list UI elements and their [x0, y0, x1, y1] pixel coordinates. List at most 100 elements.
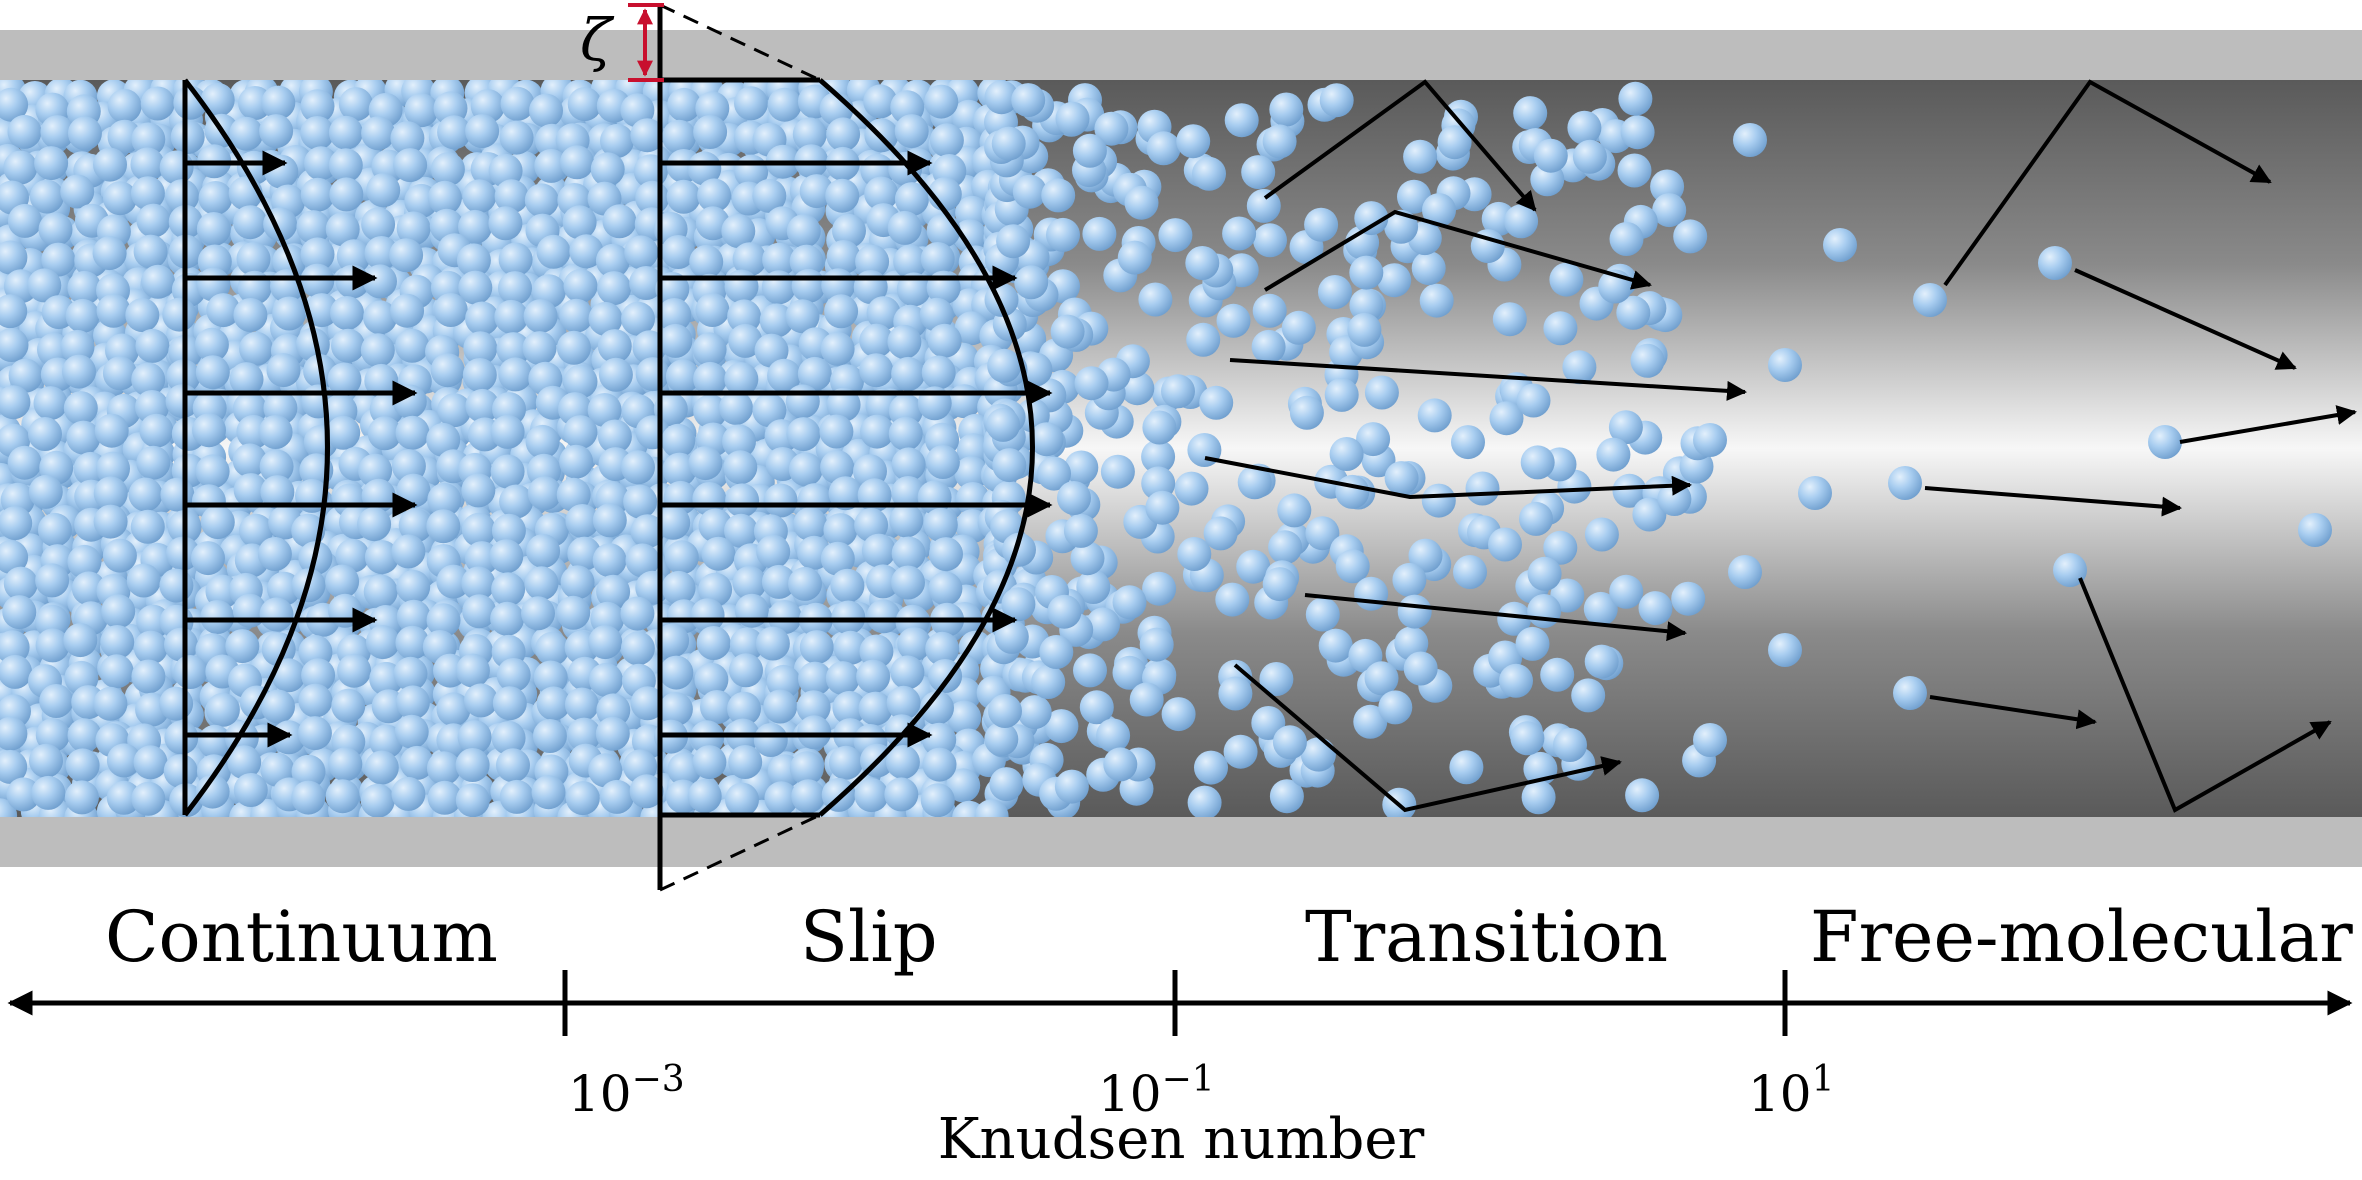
molecule: [101, 594, 136, 629]
molecule: [64, 780, 99, 815]
molecule: [2053, 553, 2087, 587]
molecule: [2038, 246, 2072, 280]
molecule: [330, 296, 364, 330]
slip-extrapolation-top: [659, 3, 821, 82]
molecule: [131, 122, 166, 157]
molecule: [785, 384, 820, 419]
molecule: [1246, 188, 1281, 223]
molecule: [136, 445, 171, 480]
molecule: [7, 114, 42, 149]
molecule: [360, 783, 395, 817]
molecule: [884, 777, 919, 812]
molecule: [499, 484, 534, 519]
molecule: [1129, 682, 1164, 717]
continuum-profile-curve: [183, 78, 330, 817]
molecule: [1630, 343, 1665, 378]
molecule: [785, 299, 820, 334]
molecule: [820, 541, 855, 576]
molecule: [559, 298, 594, 333]
molecule: [130, 147, 165, 182]
molecule: [259, 597, 294, 632]
molecule: [820, 331, 855, 366]
molecule: [1046, 217, 1080, 252]
molecule: [360, 333, 395, 368]
molecule: [0, 385, 31, 420]
molecule: [1094, 111, 1129, 146]
molecule: [2298, 513, 2332, 547]
molecule: [825, 178, 860, 213]
molecule: [721, 214, 756, 248]
molecule: [0, 798, 18, 817]
molecule: [994, 619, 1029, 654]
slip-length-symbol: ζ: [580, 6, 612, 74]
molecule: [291, 754, 326, 789]
molecule: [826, 387, 861, 422]
molecule: [1272, 725, 1307, 760]
molecule: [729, 627, 764, 662]
molecule: [455, 783, 490, 817]
molecule: [1377, 263, 1412, 298]
molecule: [338, 87, 373, 122]
molecule: [236, 150, 271, 185]
molecule: [556, 595, 591, 630]
molecule: [1194, 750, 1228, 785]
molecule: [337, 653, 372, 688]
molecule: [1253, 223, 1287, 258]
molecule: [667, 87, 702, 122]
molecule: [1768, 633, 1802, 667]
molecule: [499, 779, 534, 814]
molecule: [391, 534, 426, 569]
molecule: [1567, 110, 1602, 145]
molecule: [1403, 139, 1438, 174]
molecule: [28, 474, 63, 509]
molecule: [696, 626, 731, 660]
molecule: [819, 414, 854, 449]
molecule: [923, 507, 958, 542]
bottom-wall: [0, 817, 2362, 867]
molecule: [170, 120, 205, 154]
molecule: [687, 151, 722, 186]
molecule: [1017, 695, 1052, 730]
molecule: [325, 779, 360, 814]
molecule: [6, 777, 41, 812]
molecule: [2148, 425, 2182, 459]
molecule: [430, 353, 465, 388]
molecule: [498, 242, 533, 277]
molecule: [1609, 574, 1644, 609]
regime-label-free-molecular: Free-molecular: [1810, 896, 2353, 978]
slip-length-marker: [628, 3, 664, 82]
molecule: [1335, 474, 1370, 509]
molecule: [799, 630, 834, 665]
molecule: [797, 356, 832, 391]
molecule: [1612, 473, 1647, 508]
molecule: [7, 445, 42, 480]
molecule: [163, 754, 198, 789]
molecule: [826, 240, 861, 274]
molecule: [1161, 374, 1195, 409]
molecule: [494, 299, 529, 334]
molecule: [630, 118, 665, 153]
molecule: [0, 654, 33, 689]
molecule: [767, 600, 802, 634]
molecule: [159, 150, 194, 185]
molecule: [427, 482, 462, 517]
molecule: [866, 564, 900, 599]
molecule: [300, 89, 335, 124]
molecule: [229, 116, 264, 151]
molecule: [656, 505, 691, 540]
molecule: [1223, 734, 1258, 769]
molecule: [722, 424, 756, 459]
molecule: [159, 568, 194, 603]
molecule: [1186, 322, 1221, 357]
molecule: [556, 330, 591, 365]
molecule: [0, 506, 33, 541]
molecule: [96, 451, 130, 486]
molecule: [1489, 401, 1524, 436]
top-wall: [0, 30, 2362, 80]
molecule: [233, 298, 268, 332]
transition-trajectories: [1204, 79, 1747, 813]
molecule: [164, 720, 199, 755]
molecule: [133, 745, 168, 780]
trajectory-arrow: [1229, 358, 1747, 401]
molecule: [426, 422, 461, 457]
